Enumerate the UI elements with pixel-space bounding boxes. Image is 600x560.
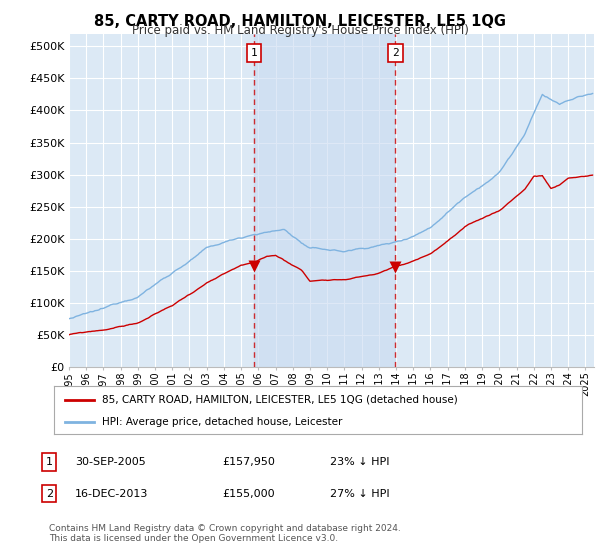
Text: 85, CARTY ROAD, HAMILTON, LEICESTER, LE5 1QG (detached house): 85, CARTY ROAD, HAMILTON, LEICESTER, LE5… (101, 395, 457, 405)
Text: Price paid vs. HM Land Registry's House Price Index (HPI): Price paid vs. HM Land Registry's House … (131, 24, 469, 37)
Text: 2: 2 (392, 48, 399, 58)
Text: 1: 1 (251, 48, 257, 58)
Text: 2: 2 (46, 489, 53, 499)
Text: 23% ↓ HPI: 23% ↓ HPI (330, 457, 389, 467)
Text: £155,000: £155,000 (222, 489, 275, 499)
Text: Contains HM Land Registry data © Crown copyright and database right 2024.
This d: Contains HM Land Registry data © Crown c… (49, 524, 401, 543)
Text: 16-DEC-2013: 16-DEC-2013 (75, 489, 148, 499)
Text: £157,950: £157,950 (222, 457, 275, 467)
Text: HPI: Average price, detached house, Leicester: HPI: Average price, detached house, Leic… (101, 417, 342, 427)
Text: 1: 1 (46, 457, 53, 467)
Text: 85, CARTY ROAD, HAMILTON, LEICESTER, LE5 1QG: 85, CARTY ROAD, HAMILTON, LEICESTER, LE5… (94, 14, 506, 29)
Text: 30-SEP-2005: 30-SEP-2005 (75, 457, 146, 467)
Bar (254, 34, 395, 367)
Text: 27% ↓ HPI: 27% ↓ HPI (330, 489, 389, 499)
